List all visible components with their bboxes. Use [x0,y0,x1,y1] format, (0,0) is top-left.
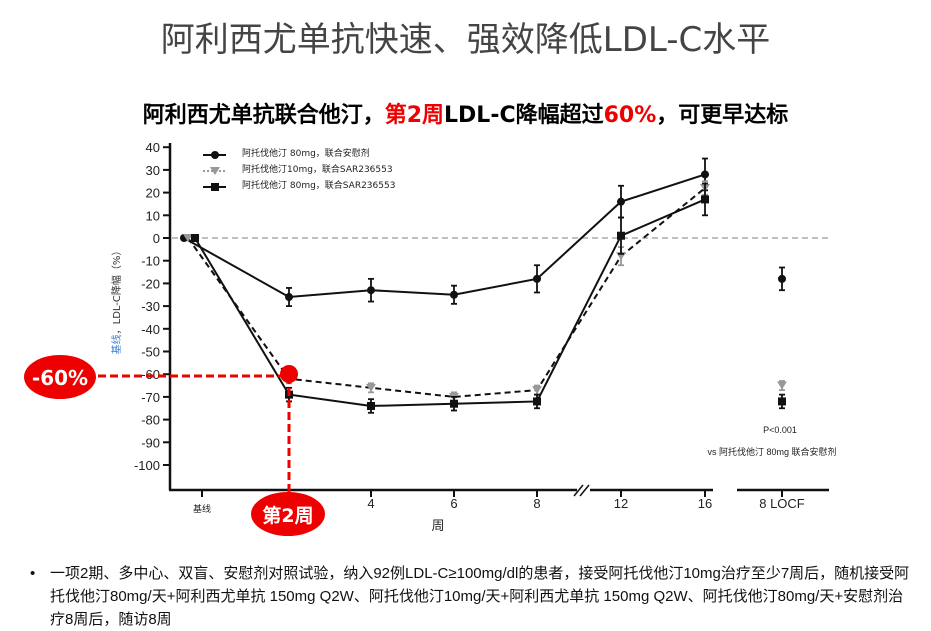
y-axis-label-text: ，LDL-C降幅（%） [110,246,123,335]
legend-label: 阿托伐他汀10mg，联合SAR236553 [242,163,393,175]
p-value-annotation: P<0.001 [763,425,797,435]
data-point-circle [617,197,625,206]
percent-badge-label: -60% [32,366,88,390]
y-tick-label: -70 [141,390,160,405]
subtitle-percent: 60% [603,103,657,128]
week-badge [251,492,325,536]
axis-break-mark [573,484,584,497]
series-line [187,187,706,398]
slide-title: 阿利西尤单抗快速、强效降低LDL-C水平 [160,20,771,60]
subtitle-week: 第2周 [384,103,445,128]
study-note: 一项2期、多中心、双盲、安慰剂对照试验，纳入92例LDL-C≥100mg/dl的… [30,562,910,631]
x-tick-label: 6 [450,496,457,511]
x-tick-label: 4 [367,496,374,511]
highlight-point [280,365,298,383]
y-tick-label: -30 [141,299,160,314]
subtitle-part3: LDL-C降幅超过 [444,103,604,128]
y-tick-label: -100 [134,458,160,473]
y-tick-label: 0 [153,231,160,246]
y-tick-label: -10 [141,254,160,269]
legend-marker-triangle [210,167,220,175]
data-point-circle [778,274,786,283]
week-badge-label: 第2周 [262,504,313,527]
y-tick-label: 30 [146,163,160,178]
legend-label: 阿托伐他汀 80mg，联合安慰剂 [242,147,370,159]
y-axis-label: 基线，LDL-C降幅（%） [110,246,123,355]
comparison-annotation: vs 阿托伐他汀 80mg 联合安慰剂 [707,446,836,457]
y-tick-label: 10 [146,208,160,223]
slide-subtitle: 阿利西尤单抗联合他汀，第2周LDL-C降幅超过60%，可更早达标 [0,97,931,129]
data-point-circle [367,286,375,295]
y-tick-label: -80 [141,413,160,428]
data-point-square [701,195,709,204]
subtitle-part1: 阿利西尤单抗联合他汀， [142,103,385,128]
x-tick-label: 12 [614,496,628,511]
x-tick-label: 16 [698,496,712,511]
series-line [183,173,706,299]
y-tick-label: -50 [141,345,160,360]
y-tick-label: -20 [141,276,160,291]
data-point-triangle [777,381,787,390]
data-point-circle [533,274,541,283]
y-tick-label: -90 [141,435,160,450]
x-axis-label: 周 [431,518,444,533]
data-point-square [617,231,625,240]
data-point-square [450,399,458,408]
data-point-square [778,397,786,406]
x-tick-label: 8 [533,496,540,511]
axis-break-mark [579,484,590,497]
legend-label: 阿托伐他汀 80mg，联合SAR236553 [242,179,395,191]
y-axis-label-prefix: 基线 [110,334,123,354]
legend-marker-square [211,183,219,191]
x-tick-label: 8 LOCF [759,496,805,511]
data-point-square [191,234,199,242]
data-point-square [367,401,375,410]
percent-badge [24,355,96,399]
y-tick-label: 20 [146,186,160,201]
y-tick-label: 40 [146,140,160,155]
y-tick-label: -40 [141,322,160,337]
data-point-square [533,397,541,406]
data-point-circle [285,293,293,302]
data-point-circle [701,170,709,179]
x-tick-label: 基线 [193,503,211,514]
data-point-triangle [366,383,376,392]
data-point-triangle [183,234,193,242]
subtitle-part5: ，可更早达标 [656,103,789,128]
legend-marker-circle [211,151,219,159]
ldl-chart: 403020100-10-20-30-40-50-60-70-80-90-100… [24,140,837,536]
data-point-circle [450,290,458,299]
data-point-triangle [532,386,542,395]
